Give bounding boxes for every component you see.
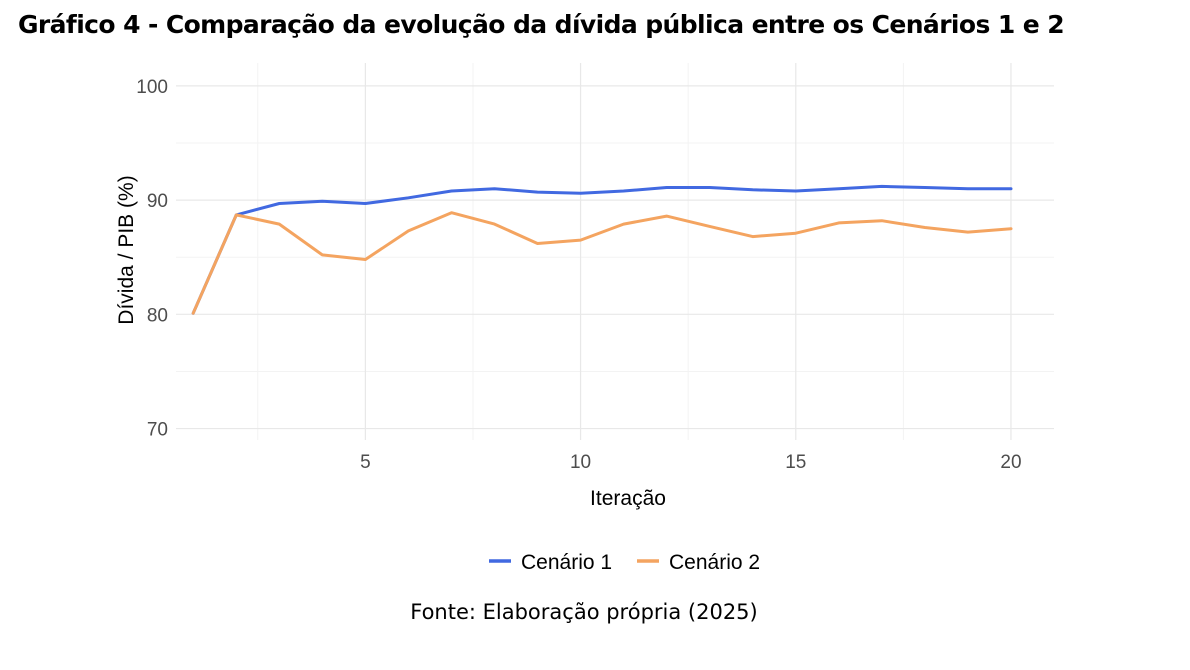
x-tick-label: 10 [570, 452, 591, 473]
y-tick-label: 100 [136, 77, 168, 98]
series-line-2 [191, 211, 1013, 315]
y-axis-ticks: 70 80 90 100 [136, 77, 168, 441]
y-tick-label: 90 [147, 191, 168, 212]
x-tick-label: 15 [785, 452, 806, 473]
legend-label-1: Cenário 1 [521, 551, 612, 574]
y-tick-label: 70 [147, 420, 168, 441]
y-axis-label: Dívida / PIB (%) [115, 175, 138, 324]
series-lines [191, 184, 1013, 315]
legend: Cenário 1 Cenário 2 [489, 551, 760, 574]
x-tick-label: 5 [360, 452, 371, 473]
y-tick-label: 80 [147, 305, 168, 326]
x-axis-label: Iteração [590, 487, 666, 510]
source-note: Fonte: Elaboração própria (2025) [410, 600, 758, 624]
x-axis-ticks: 5 10 15 20 [360, 452, 1021, 473]
major-gridlines [176, 63, 1054, 440]
x-tick-label: 20 [1000, 452, 1021, 473]
legend-label-2: Cenário 2 [669, 551, 760, 574]
minor-gridlines [176, 63, 1054, 440]
series-line-1 [191, 184, 1013, 315]
chart-title: Gráfico 4 - Comparação da evolução da dí… [18, 10, 1065, 39]
